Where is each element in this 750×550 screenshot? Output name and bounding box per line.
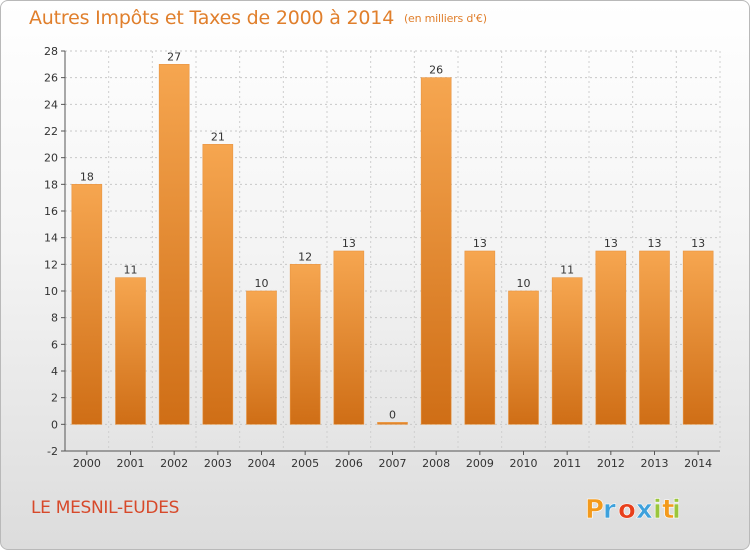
- bar-2000: [71, 184, 103, 425]
- bar-2006: [333, 250, 365, 425]
- bar-value-label: 0: [389, 408, 396, 421]
- y-tick-label: 14: [44, 232, 58, 245]
- bar-2001: [115, 277, 146, 425]
- x-tick-label: 2006: [335, 457, 363, 470]
- bar-value-label: 13: [691, 237, 705, 250]
- x-tick-label: 2008: [422, 457, 450, 470]
- bar-value-label: 13: [604, 237, 618, 250]
- y-tick-label: 16: [44, 205, 58, 218]
- x-tick-label: 2010: [510, 457, 538, 470]
- y-tick-label: 6: [51, 338, 58, 351]
- x-tick-label: 2003: [204, 457, 232, 470]
- location-label: LE MESNIL-EUDES: [31, 498, 180, 518]
- x-tick-label: 2000: [73, 457, 101, 470]
- bar-2011: [551, 277, 583, 425]
- y-tick-label: 26: [44, 72, 58, 85]
- bar-value-label: 13: [648, 237, 662, 250]
- logo-letter: x: [636, 495, 653, 525]
- y-tick-label: -2: [47, 445, 58, 458]
- bar-value-label: 13: [473, 237, 487, 250]
- bar-2008: [420, 77, 452, 425]
- y-tick-label: 10: [44, 285, 58, 298]
- logo-letter: o: [618, 495, 636, 525]
- bar-2002: [158, 64, 190, 425]
- bar-value-label: 26: [429, 64, 443, 77]
- logo-letter: i: [653, 495, 662, 525]
- bar-value-label: 18: [80, 170, 94, 183]
- x-tick-label: 2004: [248, 457, 276, 470]
- y-tick-label: 8: [51, 312, 58, 325]
- bar-value-label: 11: [560, 264, 574, 277]
- y-tick-label: 18: [44, 178, 58, 191]
- bar-2007: [377, 422, 408, 425]
- y-tick-label: 12: [44, 258, 58, 271]
- x-tick-label: 2011: [553, 457, 581, 470]
- x-tick-label: 2009: [466, 457, 494, 470]
- chart-title: Autres Impôts et Taxes de 2000 à 2014 (e…: [29, 7, 487, 29]
- bar-2005: [289, 264, 321, 425]
- bar-2009: [464, 250, 496, 425]
- y-tick-label: 4: [51, 365, 58, 378]
- bar-2013: [639, 250, 670, 425]
- bar-2014: [682, 250, 714, 425]
- logo-letter: t: [662, 495, 674, 525]
- bar-chart: -202468101214161820222426281820001120012…: [44, 45, 721, 470]
- logo-letter: i: [672, 495, 681, 525]
- bar-value-label: 11: [124, 264, 138, 277]
- x-tick-label: 2013: [641, 457, 669, 470]
- logo-letter: P: [585, 495, 604, 525]
- chart-title-text: Autres Impôts et Taxes de 2000 à 2014: [29, 7, 395, 29]
- x-tick-label: 2012: [597, 457, 625, 470]
- y-tick-label: 24: [44, 98, 58, 111]
- bar-value-label: 10: [255, 277, 269, 290]
- bar-value-label: 12: [298, 250, 312, 263]
- y-tick-label: 28: [44, 45, 58, 58]
- x-tick-label: 2001: [117, 457, 145, 470]
- x-tick-label: 2014: [684, 457, 712, 470]
- y-tick-label: 0: [51, 418, 58, 431]
- y-tick-label: 22: [44, 125, 58, 138]
- bar-value-label: 27: [167, 50, 181, 63]
- x-tick-label: 2007: [379, 457, 407, 470]
- y-tick-label: 20: [44, 152, 58, 165]
- x-tick-label: 2002: [160, 457, 188, 470]
- bar-2004: [246, 290, 277, 425]
- bar-value-label: 10: [517, 277, 531, 290]
- bar-2010: [508, 290, 539, 425]
- x-tick-label: 2005: [291, 457, 319, 470]
- logo-letter: r: [603, 495, 616, 525]
- bar-2012: [595, 250, 627, 425]
- bar-value-label: 13: [342, 237, 356, 250]
- bar-2003: [202, 144, 234, 425]
- chart-unit: (en milliers d'€): [403, 12, 487, 25]
- y-tick-label: 2: [51, 392, 58, 405]
- bar-value-label: 21: [211, 130, 225, 143]
